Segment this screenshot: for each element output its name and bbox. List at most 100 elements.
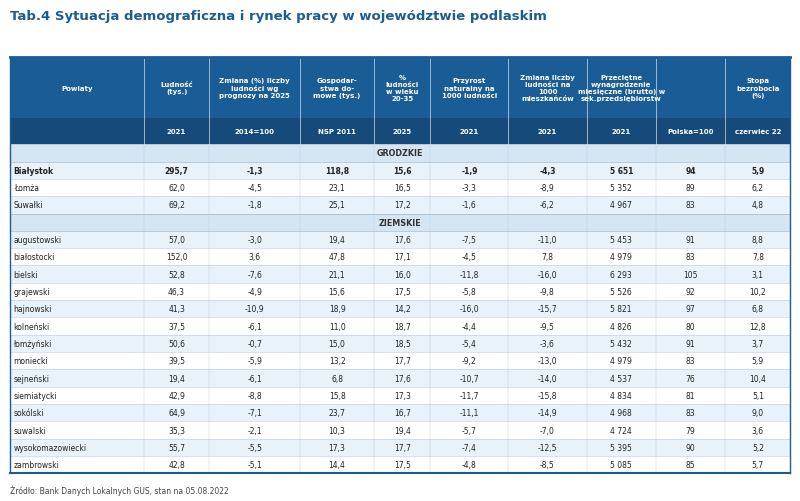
Text: 47,8: 47,8 [329, 253, 346, 262]
Bar [10, 283, 790, 301]
Text: -8,9: -8,9 [540, 184, 555, 193]
Text: czerwiec 22: czerwiec 22 [734, 129, 781, 135]
Text: 5 453: 5 453 [610, 235, 632, 244]
Text: -4,8: -4,8 [462, 460, 477, 469]
Text: 15,6: 15,6 [329, 288, 346, 297]
Text: 42,8: 42,8 [168, 460, 185, 469]
Text: wysokomazowiecki: wysokomazowiecki [14, 443, 86, 452]
Bar [10, 179, 790, 197]
Text: 41,3: 41,3 [168, 305, 185, 314]
Text: Przyrost
naturalny na
1000 ludności: Przyrost naturalny na 1000 ludności [442, 78, 497, 99]
Bar [10, 370, 790, 387]
Text: 4 967: 4 967 [610, 201, 632, 210]
Text: 14,2: 14,2 [394, 305, 410, 314]
Text: 17,6: 17,6 [394, 374, 410, 383]
Text: -1,6: -1,6 [462, 201, 477, 210]
Text: 18,7: 18,7 [394, 322, 410, 331]
Text: -12,5: -12,5 [538, 443, 558, 452]
Text: -16,0: -16,0 [459, 305, 479, 314]
Text: 15,8: 15,8 [329, 391, 346, 400]
Text: 81: 81 [686, 391, 695, 400]
Text: 5 432: 5 432 [610, 339, 632, 348]
Text: 118,8: 118,8 [325, 166, 349, 175]
Text: 4 724: 4 724 [610, 426, 632, 435]
Text: 42,9: 42,9 [168, 391, 185, 400]
Text: -5,8: -5,8 [462, 288, 477, 297]
Text: 4 826: 4 826 [610, 322, 632, 331]
Text: 83: 83 [686, 253, 695, 262]
Text: -4,3: -4,3 [539, 166, 556, 175]
Text: 5,2: 5,2 [752, 443, 764, 452]
Text: Gospodar-
stwa do-
mowe (tys.): Gospodar- stwa do- mowe (tys.) [314, 78, 361, 99]
Bar [10, 404, 790, 421]
Bar [10, 248, 790, 266]
Text: 90: 90 [686, 443, 695, 452]
Text: 5,9: 5,9 [751, 166, 765, 175]
Text: 2025: 2025 [393, 129, 412, 135]
Text: 83: 83 [686, 408, 695, 417]
Text: Łomża: Łomża [14, 184, 38, 193]
Text: -6,1: -6,1 [247, 374, 262, 383]
Text: moniecki: moniecki [14, 357, 48, 366]
Text: 17,3: 17,3 [394, 391, 410, 400]
Bar [10, 439, 790, 456]
Text: bielski: bielski [14, 270, 38, 279]
Text: -11,0: -11,0 [538, 235, 558, 244]
Text: Stopa
bezrobocia
(%): Stopa bezrobocia (%) [736, 78, 779, 99]
Text: 92: 92 [686, 288, 695, 297]
Text: suwalski: suwalski [14, 426, 46, 435]
Text: -15,8: -15,8 [538, 391, 558, 400]
Text: -3,6: -3,6 [540, 339, 555, 348]
Text: -15,7: -15,7 [538, 305, 558, 314]
Text: 14,4: 14,4 [329, 460, 346, 469]
Text: 2014=100: 2014=100 [234, 129, 274, 135]
Text: 89: 89 [686, 184, 695, 193]
Text: -14,9: -14,9 [538, 408, 558, 417]
Text: 4 968: 4 968 [610, 408, 632, 417]
Text: -3,3: -3,3 [462, 184, 477, 193]
Text: Przeciętne
wynagrodzenie
miesięczne (brutto) w
sek.przedsiębiorstw: Przeciętne wynagrodzenie miesięczne (bru… [578, 75, 665, 102]
Text: 5 352: 5 352 [610, 184, 632, 193]
Text: 4 979: 4 979 [610, 253, 632, 262]
Text: grajewski: grajewski [14, 288, 50, 297]
Text: Zmiana (%) liczby
ludności wg
prognozy na 2025: Zmiana (%) liczby ludności wg prognozy n… [219, 78, 290, 99]
Text: -11,8: -11,8 [460, 270, 479, 279]
Text: 35,3: 35,3 [168, 426, 185, 435]
Text: -9,2: -9,2 [462, 357, 477, 366]
Text: 8,8: 8,8 [752, 235, 764, 244]
Text: 4 979: 4 979 [610, 357, 632, 366]
Text: sokólski: sokólski [14, 408, 44, 417]
Text: 15,6: 15,6 [393, 166, 411, 175]
Text: 5 085: 5 085 [610, 460, 632, 469]
Text: -7,6: -7,6 [247, 270, 262, 279]
Text: 91: 91 [686, 235, 695, 244]
Text: 17,1: 17,1 [394, 253, 410, 262]
Text: 50,6: 50,6 [168, 339, 185, 348]
Text: 23,1: 23,1 [329, 184, 346, 193]
Text: Powiaty: Powiaty [61, 85, 93, 91]
Text: %
ludności
w wieku
20-35: % ludności w wieku 20-35 [386, 75, 418, 102]
Text: 64,9: 64,9 [168, 408, 185, 417]
Text: -7,5: -7,5 [462, 235, 477, 244]
Text: 39,5: 39,5 [168, 357, 185, 366]
Text: 55,7: 55,7 [168, 443, 185, 452]
Text: 5 526: 5 526 [610, 288, 632, 297]
Text: NSP 2011: NSP 2011 [318, 129, 356, 135]
Bar [10, 231, 790, 248]
Text: -4,4: -4,4 [462, 322, 477, 331]
Text: -6,2: -6,2 [540, 201, 555, 210]
Text: ZIEMSKIE: ZIEMSKIE [378, 218, 422, 227]
Text: -1,8: -1,8 [247, 201, 262, 210]
Text: Źródło: Bank Danych Lokalnych GUS, stan na 05.08.2022: Źródło: Bank Danych Lokalnych GUS, stan … [10, 484, 228, 495]
Text: -5,7: -5,7 [462, 426, 477, 435]
Text: 83: 83 [686, 357, 695, 366]
Text: 97: 97 [686, 305, 695, 314]
Text: Polska=100: Polska=100 [667, 129, 714, 135]
Text: 7,8: 7,8 [542, 253, 554, 262]
Text: 4,8: 4,8 [752, 201, 764, 210]
Text: 83: 83 [686, 201, 695, 210]
Text: 6,2: 6,2 [752, 184, 764, 193]
Text: białostocki: białostocki [14, 253, 55, 262]
Text: 16,7: 16,7 [394, 408, 410, 417]
Text: 19,4: 19,4 [168, 374, 185, 383]
